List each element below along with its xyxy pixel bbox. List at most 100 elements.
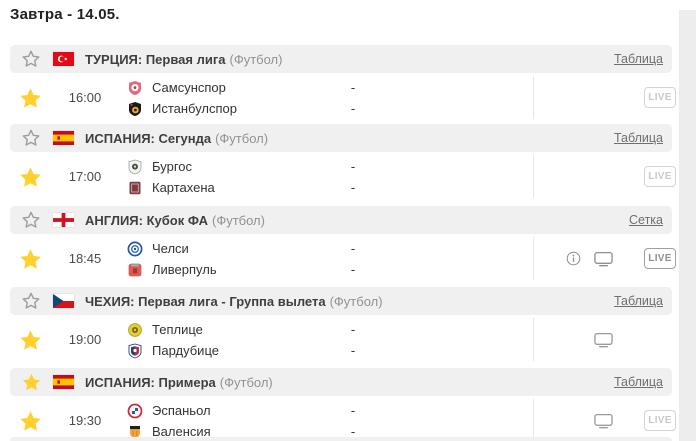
away-team-line: Ливерпуль - xyxy=(127,260,547,279)
row-divider xyxy=(533,318,534,361)
live-badge-muted: LIVE xyxy=(644,410,676,431)
team-logo-espanyol xyxy=(127,403,143,418)
team-name: Ливерпуль xyxy=(152,262,217,277)
match-row-chelsea-liverpool[interactable]: 18:45 Челси - Ливерпуль - LIVE xyxy=(10,236,676,281)
live-badge-muted: LIVE xyxy=(644,166,676,187)
teams-block: Теплице - Пардубице - xyxy=(127,320,547,362)
team-logo-liverpool xyxy=(128,263,142,276)
teams-block: Челси - Ливерпуль - xyxy=(127,239,547,281)
league-title: ИСПАНИЯ: Сегунда (Футбол) xyxy=(85,130,269,146)
sport-label: (Футбол) xyxy=(329,293,383,309)
team-score: - xyxy=(350,403,356,418)
team-name: Валенсия xyxy=(152,424,211,439)
match-row-teplice-pardubice[interactable]: 19:00 Теплице - Пардубице - xyxy=(10,317,672,362)
team-score: - xyxy=(350,241,356,256)
league-title: ЧЕХИЯ: Первая лига - Группа вылета (Футбо… xyxy=(85,293,383,309)
bracket-link[interactable]: Сетка xyxy=(629,213,663,227)
table-link[interactable]: Таблица xyxy=(613,52,663,66)
info-icon[interactable] xyxy=(566,251,581,266)
favorite-star-filled-icon[interactable] xyxy=(17,327,43,353)
tv-broadcast-icon[interactable] xyxy=(594,413,613,429)
home-team-line: Эспаньол - xyxy=(127,401,547,420)
team-name: Истанбулспор xyxy=(152,101,238,116)
favorite-star-outline-icon[interactable] xyxy=(20,127,42,149)
row-divider xyxy=(533,237,534,280)
favorite-star-filled-icon[interactable] xyxy=(20,371,42,393)
favorite-star-filled-icon[interactable] xyxy=(17,85,43,111)
match-time: 17:00 xyxy=(68,169,102,184)
team-name: Пардубице xyxy=(152,343,219,358)
row-divider xyxy=(533,155,534,198)
date-heading: Завтра - 14.05. xyxy=(10,6,120,23)
team-logo-chelsea xyxy=(127,241,143,256)
table-link[interactable]: Таблица xyxy=(613,375,663,389)
czech-flag-icon xyxy=(53,294,74,308)
team-logo-pardubice xyxy=(128,343,142,358)
match-time: 18:45 xyxy=(68,251,102,266)
match-time: 16:00 xyxy=(68,90,102,105)
match-row-samsunspor-istanbulspor[interactable]: 16:00 Самсунспор - Истанбулспор - LIVE xyxy=(10,75,676,120)
live-badge-muted: LIVE xyxy=(644,87,676,108)
teams-block: Эспаньол - Валенсия - xyxy=(127,401,547,441)
sport-label: (Футбол) xyxy=(229,51,283,67)
league-title: АНГЛИЯ: Кубок ФА (Футбол) xyxy=(85,212,265,228)
league-title: ТУРЦИЯ: Первая лига (Футбол) xyxy=(85,51,283,67)
sport-label: (Футбол) xyxy=(215,130,269,146)
away-team-line: Истанбулспор - xyxy=(127,99,547,118)
team-name: Теплице xyxy=(152,322,203,337)
team-logo-teplice xyxy=(128,322,142,337)
teams-block: Самсунспор - Истанбулспор - xyxy=(127,78,547,120)
match-row-burgos-cartagena[interactable]: 17:00 Бургос - Картахена - LIVE xyxy=(10,154,676,199)
league-header-turkey: ТУРЦИЯ: Первая лига (Футбол) Таблица xyxy=(10,45,672,73)
team-logo-istanbulspor xyxy=(129,101,141,116)
row-divider xyxy=(533,76,534,119)
team-score: - xyxy=(350,343,356,358)
team-logo-valencia xyxy=(130,425,140,438)
league-header-czech: ЧЕХИЯ: Первая лига - Группа вылета (Футбо… xyxy=(10,287,672,315)
away-team-line: Картахена - xyxy=(127,178,547,197)
table-link[interactable]: Таблица xyxy=(613,294,663,308)
team-score: - xyxy=(350,159,356,174)
tv-broadcast-icon[interactable] xyxy=(594,251,613,267)
team-name: Челси xyxy=(152,241,189,256)
favorite-star-filled-icon[interactable] xyxy=(17,246,43,272)
teams-block: Бургос - Картахена - xyxy=(127,157,547,199)
team-score: - xyxy=(350,262,356,277)
team-name: Бургос xyxy=(152,159,193,174)
spain-flag-icon xyxy=(53,375,74,389)
table-link[interactable]: Таблица xyxy=(613,131,663,145)
tv-broadcast-icon[interactable] xyxy=(594,332,613,348)
league-header-spain-segunda: ИСПАНИЯ: Сегунда (Футбол) Таблица xyxy=(10,124,672,152)
spain-flag-icon xyxy=(53,131,74,145)
team-logo-samsunspor xyxy=(129,80,141,95)
match-time: 19:30 xyxy=(68,413,102,428)
favorite-star-outline-icon[interactable] xyxy=(20,48,42,70)
team-name: Картахена xyxy=(152,180,215,195)
sport-label: (Футбол) xyxy=(219,374,273,390)
live-badge: LIVE xyxy=(644,248,676,269)
match-row-espanyol-valencia[interactable]: 19:30 Эспаньол - Валенсия - LIVE xyxy=(10,398,676,441)
team-score: - xyxy=(350,180,356,195)
team-score: - xyxy=(350,80,356,95)
team-name: Самсунспор xyxy=(152,80,226,95)
favorite-star-outline-icon[interactable] xyxy=(20,209,42,231)
home-team-line: Бургос - xyxy=(127,157,547,176)
team-score: - xyxy=(350,322,356,337)
home-team-line: Теплице - xyxy=(127,320,547,339)
match-time: 19:00 xyxy=(68,332,102,347)
team-name: Эспаньол xyxy=(152,403,211,418)
league-header-england-facup: АНГЛИЯ: Кубок ФА (Футбол) Сетка xyxy=(10,206,672,234)
team-score: - xyxy=(350,424,356,439)
next-section-header-partial xyxy=(10,437,672,441)
favorite-star-filled-icon[interactable] xyxy=(17,164,43,190)
away-team-line: Пардубице - xyxy=(127,341,547,360)
favorite-star-filled-icon[interactable] xyxy=(17,408,43,434)
vertical-scrollbar[interactable] xyxy=(679,10,696,441)
team-score: - xyxy=(350,101,356,116)
team-logo-cartagena xyxy=(129,181,141,194)
home-team-line: Самсунспор - xyxy=(127,78,547,97)
league-title: ИСПАНИЯ: Примера (Футбол) xyxy=(85,374,273,390)
turkey-flag-icon xyxy=(53,52,74,66)
favorite-star-outline-icon[interactable] xyxy=(20,290,42,312)
